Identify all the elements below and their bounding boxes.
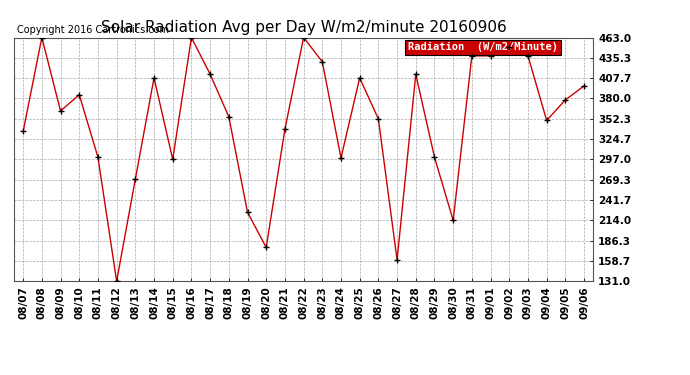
Text: Radiation  (W/m2/Minute): Radiation (W/m2/Minute) bbox=[408, 42, 558, 52]
Title: Solar Radiation Avg per Day W/m2/minute 20160906: Solar Radiation Avg per Day W/m2/minute … bbox=[101, 20, 506, 35]
Text: Copyright 2016 Cartronics.com: Copyright 2016 Cartronics.com bbox=[17, 25, 168, 35]
